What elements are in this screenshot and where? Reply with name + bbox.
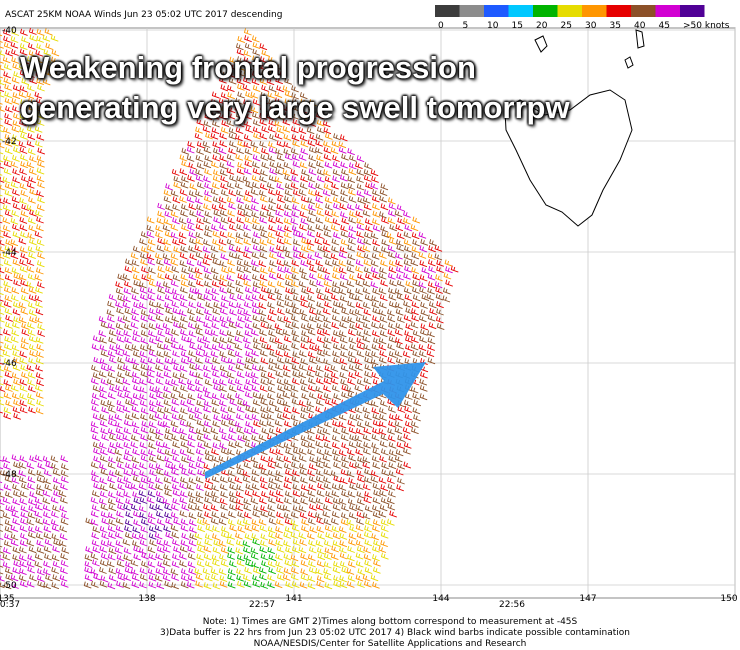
scale-label: 15 bbox=[512, 21, 523, 31]
lat-label: -46 bbox=[2, 359, 17, 369]
scale-label: 0 bbox=[438, 21, 444, 31]
wind-barbs bbox=[0, 28, 395, 590]
scale-swatch bbox=[582, 5, 607, 17]
scale-swatch bbox=[655, 5, 680, 17]
note: NOAA/NESDIS/Center for Satellite Applica… bbox=[254, 639, 527, 649]
scale-swatch bbox=[435, 5, 460, 17]
tasmania bbox=[504, 89, 633, 227]
note: Note: 1) Times are GMT 2)Times along bot… bbox=[203, 617, 578, 627]
scale-swatch bbox=[459, 5, 484, 17]
wind-barbs bbox=[0, 28, 453, 589]
lat-label: -40 bbox=[2, 26, 17, 36]
wind-barbs bbox=[123, 489, 172, 540]
header: ASCAT 25KM NOAA Winds Jun 23 05:02 UTC 2… bbox=[5, 10, 282, 20]
note: 3)Data buffer is 22 hrs from Jun 23 05:0… bbox=[160, 628, 630, 638]
wind-barbs bbox=[0, 146, 453, 590]
lon-label: 135 bbox=[0, 594, 15, 604]
lat-label: -42 bbox=[2, 137, 17, 147]
scale-label: 30 bbox=[585, 21, 597, 31]
wind-barbs bbox=[0, 27, 459, 526]
scale-label: 25 bbox=[561, 21, 572, 31]
scale-label: 20 bbox=[536, 21, 548, 31]
scale-label: 45 bbox=[659, 21, 670, 31]
scale-swatch bbox=[508, 5, 533, 17]
lon-label: 150 bbox=[720, 594, 737, 604]
time-label: 22:56 bbox=[499, 600, 525, 610]
lon-label: 138 bbox=[138, 594, 155, 604]
scale-swatch bbox=[533, 5, 558, 17]
direction-arrow bbox=[205, 362, 426, 479]
scale-label: 10 bbox=[487, 21, 499, 31]
scale-swatch bbox=[606, 5, 631, 17]
scale-swatch bbox=[484, 5, 509, 17]
lon-label: 141 bbox=[285, 594, 302, 604]
scale-swatch bbox=[557, 5, 582, 17]
wind-barbs bbox=[0, 42, 451, 590]
wind-barbs bbox=[227, 538, 277, 589]
scale-label: >50 knots bbox=[683, 21, 730, 31]
scale-swatch bbox=[631, 5, 656, 17]
lon-label: 147 bbox=[579, 594, 596, 604]
time-label: 0:37 bbox=[0, 600, 20, 610]
scale-label: 35 bbox=[610, 21, 621, 31]
lat-label: -44 bbox=[2, 248, 17, 258]
time-label: 22:57 bbox=[249, 600, 275, 610]
caption: generating very large swell tomorrpw bbox=[20, 90, 570, 125]
scale-label: 40 bbox=[634, 21, 646, 31]
islands bbox=[534, 29, 645, 69]
lon-label: 144 bbox=[432, 594, 449, 604]
lat-label: -48 bbox=[2, 470, 17, 480]
caption: Weakening frontal progression bbox=[20, 50, 476, 85]
scale-swatch bbox=[680, 5, 705, 17]
lat-label: -50 bbox=[2, 581, 17, 591]
scale-label: 5 bbox=[463, 21, 469, 31]
